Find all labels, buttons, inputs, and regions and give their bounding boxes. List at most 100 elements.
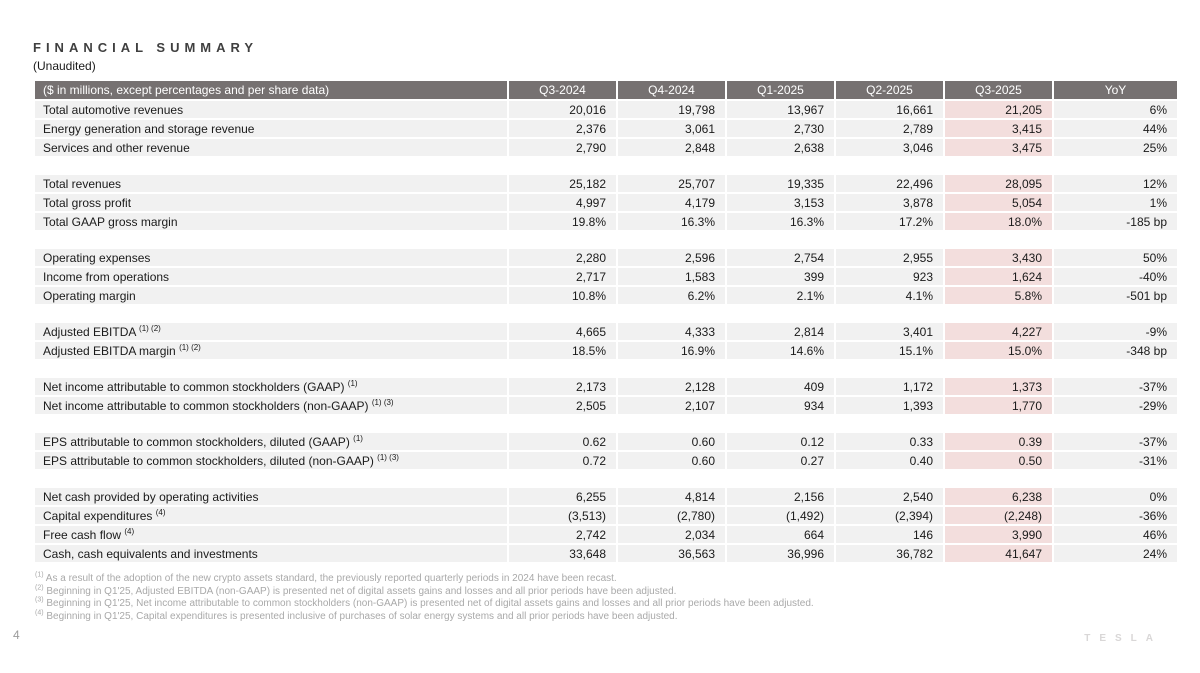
table-cell: -37% xyxy=(1054,433,1177,450)
footnote-reference: (1) (2) xyxy=(179,342,201,352)
section-gap-row xyxy=(35,158,1177,173)
table-cell: (2,248) xyxy=(945,507,1052,524)
table-cell: 4,997 xyxy=(509,194,616,211)
footnote-text: As a result of the adoption of the new c… xyxy=(45,573,617,584)
section-gap xyxy=(35,158,1177,173)
table-cell: 16,661 xyxy=(836,101,943,118)
table-cell: 0.12 xyxy=(727,433,834,450)
table-cell: 4.1% xyxy=(836,287,943,304)
table-cell: 0.60 xyxy=(618,433,725,450)
table-cell: 3,878 xyxy=(836,194,943,211)
financial-summary-table: ($ in millions, except percentages and p… xyxy=(33,79,1179,564)
table-cell: 2,376 xyxy=(509,120,616,137)
row-label: Cash, cash equivalents and investments xyxy=(35,545,507,562)
table-cell: 16.3% xyxy=(618,213,725,230)
row-label: Net income attributable to common stockh… xyxy=(35,378,507,395)
table-cell: (3,513) xyxy=(509,507,616,524)
row-label: Income from operations xyxy=(35,268,507,285)
table-cell: -31% xyxy=(1054,452,1177,469)
table-cell: 36,563 xyxy=(618,545,725,562)
table-cell: -37% xyxy=(1054,378,1177,395)
table-cell: 13,967 xyxy=(727,101,834,118)
table-cell: 3,430 xyxy=(945,249,1052,266)
table-row: Capital expenditures (4) (3,513) (2,780) (1… xyxy=(35,507,1177,524)
section-gap xyxy=(35,232,1177,247)
row-label: Total GAAP gross margin xyxy=(35,213,507,230)
row-label: Capital expenditures (4) xyxy=(35,507,507,524)
footnote: (4) Beginning in Q1'25, Capital expendit… xyxy=(35,609,1167,624)
table-cell: 46% xyxy=(1054,526,1177,543)
table-cell: 2,742 xyxy=(509,526,616,543)
table-cell: 4,665 xyxy=(509,323,616,340)
table-cell: 17.2% xyxy=(836,213,943,230)
table-row: Services and other revenue 2,790 2,848 2,63… xyxy=(35,139,1177,156)
table-cell: 2,128 xyxy=(618,378,725,395)
footnote-reference: (4) xyxy=(155,507,166,517)
table-header-row: ($ in millions, except percentages and p… xyxy=(35,81,1177,99)
table-cell: 2,730 xyxy=(727,120,834,137)
table-row: Free cash flow (4) 2,742 2,034 664 146 3,990 4… xyxy=(35,526,1177,543)
column-header-yoy: YoY xyxy=(1054,81,1177,99)
page-title: FINANCIAL SUMMARY xyxy=(33,40,259,55)
row-label: Adjusted EBITDA (1) (2) xyxy=(35,323,507,340)
table-cell: (1,492) xyxy=(727,507,834,524)
table-cell: 3,475 xyxy=(945,139,1052,156)
column-header-q1-2025: Q1-2025 xyxy=(727,81,834,99)
table-row: Income from operations 2,717 1,583 399 923 1,… xyxy=(35,268,1177,285)
table-cell: 0.60 xyxy=(618,452,725,469)
footnote-marker: (4) xyxy=(35,609,44,617)
table-cell: 4,179 xyxy=(618,194,725,211)
table-cell: 2,790 xyxy=(509,139,616,156)
table-cell: 2,034 xyxy=(618,526,725,543)
table-cell: 14.6% xyxy=(727,342,834,359)
table-cell: 0.40 xyxy=(836,452,943,469)
section-gap-row xyxy=(35,361,1177,376)
table-cell: (2,780) xyxy=(618,507,725,524)
table-cell: 2,754 xyxy=(727,249,834,266)
table-row: Net cash provided by operating activitie… xyxy=(35,488,1177,505)
footnote-text: Beginning in Q1'25, Adjusted EBITDA (non… xyxy=(46,585,677,597)
table-cell: 3,990 xyxy=(945,526,1052,543)
table-row: Energy generation and storage revenue 2,3… xyxy=(35,120,1177,137)
table-cell: 2,717 xyxy=(509,268,616,285)
table-cell: -501 bp xyxy=(1054,287,1177,304)
table-cell: 24% xyxy=(1054,545,1177,562)
table-cell: 16.9% xyxy=(618,342,725,359)
footnote-marker: (1) xyxy=(35,571,44,579)
table-cell: 0.62 xyxy=(509,433,616,450)
footnote-reference: (1) (2) xyxy=(139,323,161,333)
column-header-q2-2025: Q2-2025 xyxy=(836,81,943,99)
column-header-q3-2024: Q3-2024 xyxy=(509,81,616,99)
table-cell: 2.1% xyxy=(727,287,834,304)
table-cell: -9% xyxy=(1054,323,1177,340)
column-header-q4-2024: Q4-2024 xyxy=(618,81,725,99)
table-cell: -36% xyxy=(1054,507,1177,524)
tesla-logo: TESLA xyxy=(1084,633,1162,644)
footnote: (3) Beginning in Q1'25, Net income attri… xyxy=(35,597,1167,611)
table-cell: 6,238 xyxy=(945,488,1052,505)
table-cell: 25,707 xyxy=(618,175,725,192)
table-cell: 2,814 xyxy=(727,323,834,340)
footnote-reference: (1) xyxy=(347,378,358,388)
section-gap xyxy=(35,306,1177,321)
table-cell: 2,955 xyxy=(836,249,943,266)
table-cell: 3,061 xyxy=(618,120,725,137)
footnote-reference: (1) (3) xyxy=(371,397,394,407)
table-cell: 1% xyxy=(1054,194,1177,211)
table-cell: 1,373 xyxy=(945,378,1052,395)
table-cell: 25,182 xyxy=(509,175,616,192)
row-label: EPS attributable to common stockholders,… xyxy=(35,433,507,450)
table-cell: 2,596 xyxy=(618,249,725,266)
footnote-reference: (4) xyxy=(124,526,135,536)
table-cell: 18.0% xyxy=(945,213,1052,230)
table-cell: 6,255 xyxy=(509,488,616,505)
table-cell: -185 bp xyxy=(1054,213,1177,230)
row-label: Services and other revenue xyxy=(35,139,507,156)
row-label: Total revenues xyxy=(35,175,507,192)
table-row: Total revenues 25,182 25,707 19,335 22,496 28… xyxy=(35,175,1177,192)
table-cell: 2,789 xyxy=(836,120,943,137)
table-row: Total automotive revenues 20,016 19,798 13,… xyxy=(35,101,1177,118)
table-row: Operating expenses 2,280 2,596 2,754 2,955 3,… xyxy=(35,249,1177,266)
table-cell: 36,996 xyxy=(727,545,834,562)
table-cell: 3,153 xyxy=(727,194,834,211)
